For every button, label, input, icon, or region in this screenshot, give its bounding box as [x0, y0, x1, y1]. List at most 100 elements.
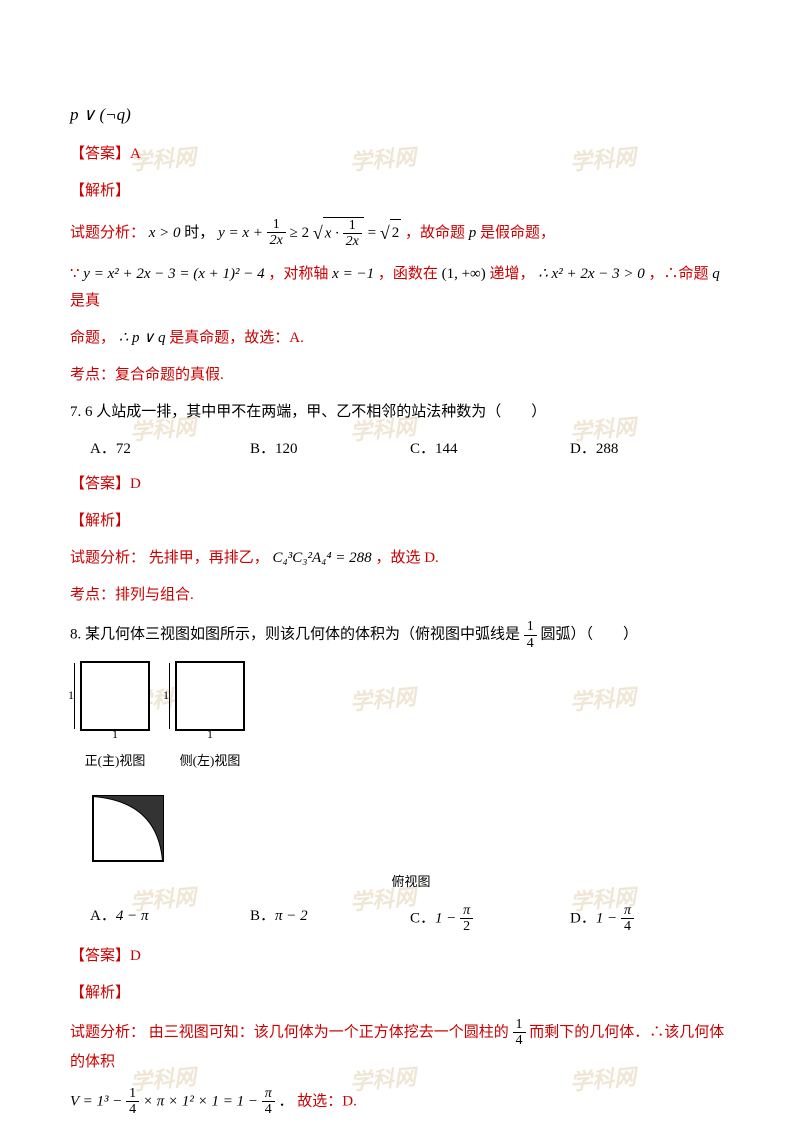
denominator: 4 [524, 636, 537, 651]
numerator: 1 [513, 1017, 526, 1033]
text: ． [279, 1093, 294, 1109]
analysis-label: 【解析】 [70, 513, 130, 529]
q8-question: 8. 某几何体三视图如图所示，则该几何体的体积为（俯视图中弧线是 14 圆弧）（… [70, 619, 730, 651]
q8-volume: V = 1³ − 14 × π × 1² × 1 = 1 − π4 ． 故选：D… [70, 1086, 730, 1118]
option-d: D．1 − π4 [570, 903, 730, 935]
text: = [368, 224, 380, 240]
math-text: x > 0 [149, 224, 181, 240]
text: ≥ 2 [290, 224, 309, 240]
math-text: y = x + [218, 224, 267, 240]
text: 圆弧）（ ） [541, 627, 639, 643]
fraction: 14 [513, 1017, 526, 1049]
fraction: 14 [524, 619, 537, 651]
sqrt-content: x · 12x [323, 217, 364, 250]
opt-value: 4 − π [116, 908, 149, 924]
sqrt-content: 2 [390, 219, 402, 247]
opt-value: 1 − [596, 910, 621, 926]
text: ，对称轴 [268, 266, 328, 282]
topic-value: 复合命题的真假. [115, 367, 224, 383]
fraction: 14 [126, 1086, 139, 1118]
text: ，函数在 [378, 266, 438, 282]
analysis-prefix: 试题分析： [70, 224, 145, 240]
topic-label: 考点： [70, 367, 115, 383]
fraction: π4 [262, 1086, 275, 1118]
math-text: × π × 1² × 1 = 1 − [143, 1093, 262, 1109]
math-text: (1, +∞) [442, 266, 486, 282]
fraction: π4 [621, 903, 634, 935]
q8-analysis-label: 【解析】 [70, 980, 730, 1007]
side-view-container: 1 1 侧(左)视图 [175, 661, 245, 772]
three-views-diagram: 1 1 正(主)视图 1 1 侧(左)视图 俯视 [80, 661, 730, 893]
text: ，∴命题 [649, 266, 709, 282]
q8-options: A．4 − π B．π − 2 C．1 − π2 D．1 − π4 [90, 903, 730, 935]
top-view-svg [88, 791, 168, 866]
text: ，故命题 [405, 224, 465, 240]
denominator: 4 [262, 1102, 275, 1117]
q6-formula: p ∨ (¬q) [70, 100, 730, 131]
front-view-label: 正(主)视图 [80, 749, 150, 772]
side-view-box: 1 1 [175, 661, 245, 731]
text: 由三视图可知：该几何体为一个正方体挖去一个圆柱的 [149, 1024, 509, 1040]
text: 是假命题， [480, 224, 555, 240]
q8-analysis: 试题分析： 由三视图可知：该几何体为一个正方体挖去一个圆柱的 14 而剩下的几何… [70, 1017, 730, 1076]
q7-analysis: 试题分析： 先排甲，再排乙， C₄³C₃²A₄⁴ = 288 ，故选 D. [70, 545, 730, 572]
opt-prefix: C． [410, 910, 435, 926]
option-c: C．1 − π2 [410, 903, 570, 935]
opt-value: π − 2 [275, 908, 308, 924]
side-view-label: 侧(左)视图 [175, 749, 245, 772]
top-view-label: 俯视图 [92, 870, 730, 893]
option-b: B．120 [250, 436, 410, 463]
q7-options: A．72 B．120 C．144 D．288 [90, 436, 730, 463]
dimension-label: 1 [112, 724, 118, 746]
fraction: 12x [267, 217, 286, 249]
front-view-container: 1 1 正(主)视图 [80, 661, 150, 772]
q6-answer: 【答案】A [70, 141, 730, 168]
text: ∵ [70, 266, 83, 282]
analysis-prefix: 试题分析： [70, 550, 145, 566]
option-a: A．72 [90, 436, 250, 463]
text: 命题， [70, 330, 115, 346]
text: ，故选 D. [375, 550, 438, 566]
math-text: ∴ x² + 2x − 3 > 0 [538, 266, 644, 282]
top-view-box [88, 791, 168, 866]
denominator: 4 [126, 1102, 139, 1117]
q7-analysis-label: 【解析】 [70, 508, 730, 535]
dimension-label: 1 [207, 724, 213, 746]
math-text: x = −1 [332, 266, 374, 282]
sqrt-icon: √ [313, 223, 323, 243]
analysis-label: 【解析】 [70, 183, 130, 199]
option-d: D．288 [570, 436, 730, 463]
topic-value: 排列与组合. [115, 587, 194, 603]
numerator: π [460, 903, 473, 919]
numerator: 1 [267, 217, 286, 233]
math-text: p [469, 224, 480, 240]
answer-value: A [130, 146, 141, 162]
text: 递增， [490, 266, 535, 282]
dim-line [74, 663, 75, 729]
denominator: 4 [513, 1033, 526, 1048]
opt-prefix: B． [250, 908, 275, 924]
text: 是真 [70, 293, 100, 309]
text: 故选：D. [297, 1093, 357, 1109]
math-text: q [712, 266, 720, 282]
option-a: A．4 − π [90, 903, 250, 935]
text: 是真命题，故选：A. [169, 330, 304, 346]
front-view-box: 1 1 [80, 661, 150, 731]
numerator: π [262, 1086, 275, 1102]
opt-prefix: A． [90, 908, 116, 924]
sqrt-icon: √ [380, 223, 390, 243]
q7-topic: 考点：排列与组合. [70, 582, 730, 609]
answer-value: D [130, 948, 141, 964]
formula-text: p ∨ (¬q) [70, 105, 131, 124]
opt-value: 1 − [435, 910, 460, 926]
math-text: ∴ p ∨ q [119, 330, 166, 346]
q7-answer: 【答案】D [70, 471, 730, 498]
math-text: C₄³C₃²A₄⁴ = 288 [273, 550, 372, 566]
denominator: 2x [267, 233, 286, 248]
analysis-prefix: 试题分析： [70, 1024, 145, 1040]
math-text: V = 1³ − [70, 1093, 126, 1109]
math-text: y = x² + 2x − 3 = (x + 1)² − 4 [83, 266, 264, 282]
fraction: π2 [460, 903, 473, 935]
numerator: 1 [524, 619, 537, 635]
text: 8. 某几何体三视图如图所示，则该几何体的体积为（俯视图中弧线是 [70, 627, 520, 643]
